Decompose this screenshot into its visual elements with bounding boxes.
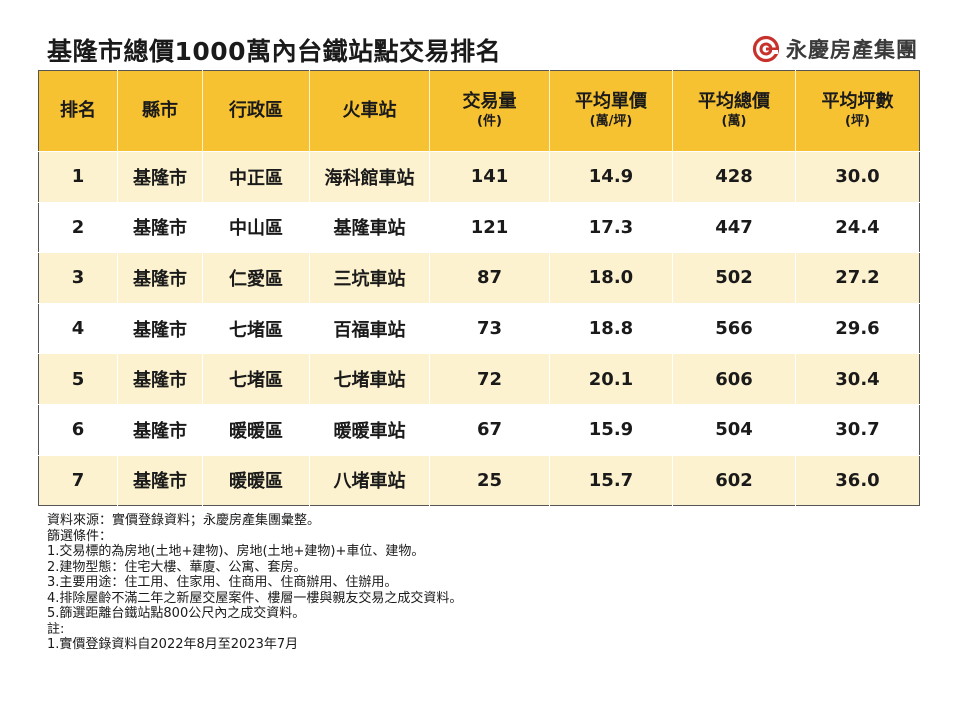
header-volume: 交易量 (件) (429, 70, 550, 152)
cell-volume: 121 (429, 201, 550, 253)
cell-rank: 5 (38, 353, 118, 405)
note-filter-2: 2.建物型態：住宅大樓、華廈、公寓、套房。 (47, 559, 307, 575)
cell-city: 基隆市 (117, 201, 203, 253)
cell-rank: 4 (38, 302, 118, 354)
header-district: 行政區 (202, 70, 310, 152)
cell-volume: 67 (429, 403, 550, 456)
cell-avg-unit-price: 17.3 (549, 201, 673, 253)
note-filter-heading: 篩選條件： (47, 528, 113, 544)
table-row: 4 基隆市 七堵區 百福車站 73 18.8 566 29.6 (38, 302, 920, 354)
note-filter-5: 5.篩選距離台鐵站點800公尺內之成交資料。 (47, 606, 306, 621)
cell-avg-area: 36.0 (795, 454, 920, 506)
cell-station: 基隆車站 (309, 201, 430, 253)
yungching-logo-icon (752, 35, 780, 63)
header-avg-unit-price: 平均單價 (萬/坪) (549, 70, 673, 152)
note-remark-1: 1.實價登錄資料自2022年8月至2023年7月 (47, 637, 299, 652)
cell-district: 中正區 (202, 151, 310, 203)
cell-avg-unit-price: 15.7 (549, 454, 673, 506)
header-avg-total-price: 平均總價 (萬) (672, 70, 796, 152)
cell-rank: 3 (38, 252, 118, 304)
cell-avg-area: 30.0 (795, 151, 920, 203)
cell-volume: 141 (429, 151, 550, 203)
table-row: 5 基隆市 七堵區 七堵車站 72 20.1 606 30.4 (38, 353, 920, 405)
cell-station: 三坑車站 (309, 252, 430, 304)
note-filter-4: 4.排除屋齡不滿二年之新屋交屋案件、樓層一樓與親友交易之成交資料。 (47, 590, 463, 606)
cell-volume: 73 (429, 302, 550, 354)
table-row: 6 基隆市 暖暖區 暖暖車站 67 15.9 504 30.7 (38, 403, 920, 456)
header-station: 火車站 (309, 70, 430, 152)
cell-station: 海科館車站 (309, 151, 430, 203)
cell-avg-area: 30.4 (795, 353, 920, 405)
cell-city: 基隆市 (117, 151, 203, 203)
footnotes: 資料來源：實價登錄資料；永慶房產集團彙整。 篩選條件： 1.交易標的為房地(土地… (47, 513, 462, 653)
ranking-table: 排名 縣市 行政區 火車站 交易量 (件) 平均單價 (萬/坪) 平均總價 (萬) 平… (38, 70, 920, 507)
cell-avg-unit-price: 15.9 (549, 403, 673, 456)
cell-district: 仁愛區 (202, 252, 310, 304)
cell-station: 暖暖車站 (309, 403, 430, 456)
cell-district: 七堵區 (202, 302, 310, 354)
cell-district: 七堵區 (202, 353, 310, 405)
header-city: 縣市 (117, 70, 203, 152)
cell-city: 基隆市 (117, 403, 203, 456)
note-remark-heading: 註: (47, 621, 65, 637)
brand-logo: 永慶房產集團 (752, 34, 918, 64)
table-row: 1 基隆市 中正區 海科館車站 141 14.9 428 30.0 (38, 151, 920, 203)
cell-volume: 72 (429, 353, 550, 405)
cell-city: 基隆市 (117, 353, 203, 405)
cell-district: 暖暖區 (202, 454, 310, 506)
cell-avg-unit-price: 14.9 (549, 151, 673, 203)
cell-rank: 1 (38, 151, 118, 203)
cell-avg-total-price: 502 (672, 252, 796, 304)
cell-avg-total-price: 602 (672, 454, 796, 506)
header-avg-area: 平均坪數 (坪) (795, 70, 920, 152)
cell-avg-total-price: 566 (672, 302, 796, 354)
cell-avg-area: 29.6 (795, 302, 920, 354)
cell-rank: 7 (38, 454, 118, 506)
table-row: 7 基隆市 暖暖區 八堵車站 25 15.7 602 36.0 (38, 454, 920, 506)
cell-volume: 87 (429, 252, 550, 304)
cell-avg-area: 24.4 (795, 201, 920, 253)
table-header-row: 排名 縣市 行政區 火車站 交易量 (件) 平均單價 (萬/坪) 平均總價 (萬) 平… (38, 70, 920, 152)
cell-avg-total-price: 428 (672, 151, 796, 203)
brand-name: 永慶房產集團 (786, 38, 918, 62)
cell-avg-total-price: 606 (672, 353, 796, 405)
cell-station: 七堵車站 (309, 353, 430, 405)
cell-station: 百福車站 (309, 302, 430, 354)
cell-avg-total-price: 447 (672, 201, 796, 253)
cell-station: 八堵車站 (309, 454, 430, 506)
note-source: 資料來源：實價登錄資料；永慶房產集團彙整。 (47, 513, 321, 528)
cell-avg-area: 27.2 (795, 252, 920, 304)
cell-rank: 6 (38, 403, 118, 456)
cell-district: 中山區 (202, 201, 310, 253)
cell-city: 基隆市 (117, 302, 203, 354)
cell-city: 基隆市 (117, 454, 203, 506)
cell-avg-unit-price: 18.8 (549, 302, 673, 354)
cell-avg-total-price: 504 (672, 403, 796, 456)
cell-city: 基隆市 (117, 252, 203, 304)
cell-rank: 2 (38, 201, 118, 253)
cell-district: 暖暖區 (202, 403, 310, 456)
cell-avg-area: 30.7 (795, 403, 920, 456)
note-filter-1: 1.交易標的為房地(土地+建物)、房地(土地+建物)+車位、建物。 (47, 544, 425, 559)
cell-avg-unit-price: 20.1 (549, 353, 673, 405)
note-filter-3: 3.主要用途：住工用、住家用、住商用、住商辦用、住辦用。 (47, 575, 398, 590)
page-title: 基隆市總價1000萬內台鐵站點交易排名 (47, 37, 502, 66)
table-row: 3 基隆市 仁愛區 三坑車站 87 18.0 502 27.2 (38, 252, 920, 304)
header-rank: 排名 (38, 70, 118, 152)
cell-volume: 25 (429, 454, 550, 506)
table-row: 2 基隆市 中山區 基隆車站 121 17.3 447 24.4 (38, 201, 920, 253)
cell-avg-unit-price: 18.0 (549, 252, 673, 304)
ranking-table-container: 排名 縣市 行政區 火車站 交易量 (件) 平均單價 (萬/坪) 平均總價 (萬) 平… (38, 70, 920, 507)
